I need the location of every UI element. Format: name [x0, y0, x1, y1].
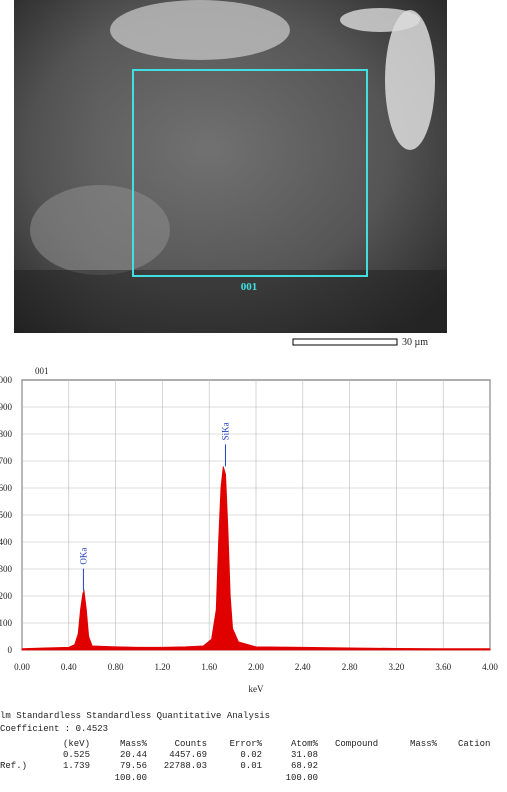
table-cell: 68.92 [291, 761, 318, 771]
x-tick-label: 1.20 [155, 662, 171, 672]
x-axis-label: keV [249, 684, 264, 694]
y-tick-label: 700 [0, 456, 13, 466]
x-tick-label: 1.60 [201, 662, 217, 672]
table-cell: 31.08 [291, 750, 318, 760]
table-cell: 0.01 [240, 761, 262, 771]
x-tick-label: 2.80 [342, 662, 358, 672]
scale-bar [292, 338, 398, 346]
y-tick-label: 600 [0, 483, 13, 493]
table-total: 100.00 [115, 773, 147, 783]
x-tick-label: 0.40 [61, 662, 77, 672]
table-total: 100.00 [286, 773, 318, 783]
annotation-label: SiKa [220, 422, 230, 440]
x-tick-label: 3.20 [389, 662, 405, 672]
chart-title: 001 [35, 366, 49, 376]
region-box [132, 69, 368, 277]
y-tick-label: 500 [0, 510, 13, 520]
x-tick-label: 4.00 [482, 662, 498, 672]
spectrum [21, 466, 491, 651]
y-tick-label: 900 [0, 402, 13, 412]
y-tick-label: 0 [8, 645, 13, 655]
table-cell: 79.56 [120, 761, 147, 771]
table-cell: 4457.69 [169, 750, 207, 760]
y-tick-label: 100 [0, 618, 13, 628]
table-cell: 22788.03 [164, 761, 207, 771]
table-header: Mass% [410, 739, 438, 749]
table-cell: Ref.) [0, 761, 27, 771]
table-header: Atom% [291, 739, 319, 749]
table-header: (keV) [63, 739, 90, 749]
report-line: lm Standardless Standardless Quantitativ… [0, 711, 270, 721]
report-line: Coefficient : 0.4523 [0, 724, 108, 734]
scale-label: 30 µm [402, 337, 428, 348]
table-cell: 0.02 [240, 750, 262, 760]
y-tick-label: 300 [0, 564, 13, 574]
x-tick-label: 2.40 [295, 662, 311, 672]
chart: 0 100 200 300 400 500 600 700 800 900 1000 0.00 0.40… [0, 366, 498, 694]
x-tick-label: 3.60 [435, 662, 451, 672]
x-tick-label: 0.80 [108, 662, 124, 672]
x-tick-label: 2.00 [248, 662, 264, 672]
region-label: 001 [241, 281, 258, 293]
table-header: Error% [230, 739, 263, 749]
table-cell: 1.739 [63, 761, 90, 771]
table-header: Counts [175, 739, 207, 749]
report: lm Standardless Standardless Quantitativ… [0, 711, 490, 783]
table-cell: 20.44 [120, 750, 147, 760]
sem-image: 001 [14, 0, 447, 333]
y-tick-label: 400 [0, 537, 13, 547]
x-tick-label: 0.00 [14, 662, 30, 672]
table-cell: 0.525 [63, 750, 90, 760]
annotation-label: OKa [78, 548, 88, 565]
table-header: Mass% [120, 739, 148, 749]
y-tick-label: 800 [0, 429, 13, 439]
y-tick-label: 200 [0, 591, 13, 601]
table-header: Compound [335, 739, 378, 749]
table-header: Cation [458, 739, 490, 749]
y-tick-label: 1000 [0, 375, 13, 385]
